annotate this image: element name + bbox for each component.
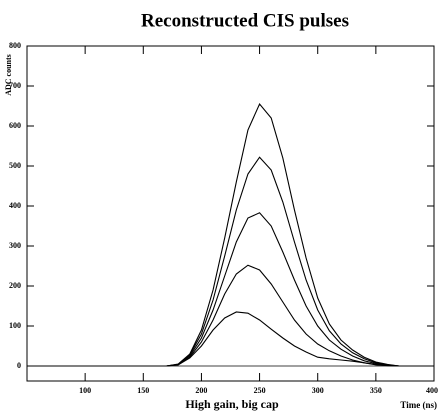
- x-axis-label: High gain, big cap: [185, 397, 279, 411]
- y-tick-label: 400: [9, 201, 21, 210]
- y-tick-label: 800: [9, 41, 21, 50]
- x-axis-unit: Time (ns): [400, 400, 437, 410]
- pulse-line: [27, 212, 434, 367]
- x-tick-label: 150: [137, 386, 149, 395]
- y-tick-label: 600: [9, 121, 21, 130]
- y-tick-label: 700: [9, 81, 21, 90]
- x-tick-label: 400: [426, 386, 438, 395]
- x-tick-label: 200: [195, 386, 207, 395]
- x-tick-label: 100: [79, 386, 91, 395]
- y-tick-label: 200: [9, 281, 21, 290]
- y-tick-label: 300: [9, 241, 21, 250]
- pulse-line: [27, 156, 434, 367]
- plot-frame: [26, 45, 435, 382]
- chart-title: Reconstructed CIS pulses: [141, 10, 349, 31]
- pulse-line: [27, 311, 434, 367]
- x-tick-label: 250: [254, 386, 266, 395]
- x-tick-label: 350: [370, 386, 382, 395]
- y-tick-label: 100: [9, 321, 21, 330]
- x-tick-label: 300: [312, 386, 324, 395]
- y-tick-label: 500: [9, 161, 21, 170]
- y-axis-label: ADC counts: [4, 54, 13, 96]
- y-tick-label: 0: [17, 361, 21, 370]
